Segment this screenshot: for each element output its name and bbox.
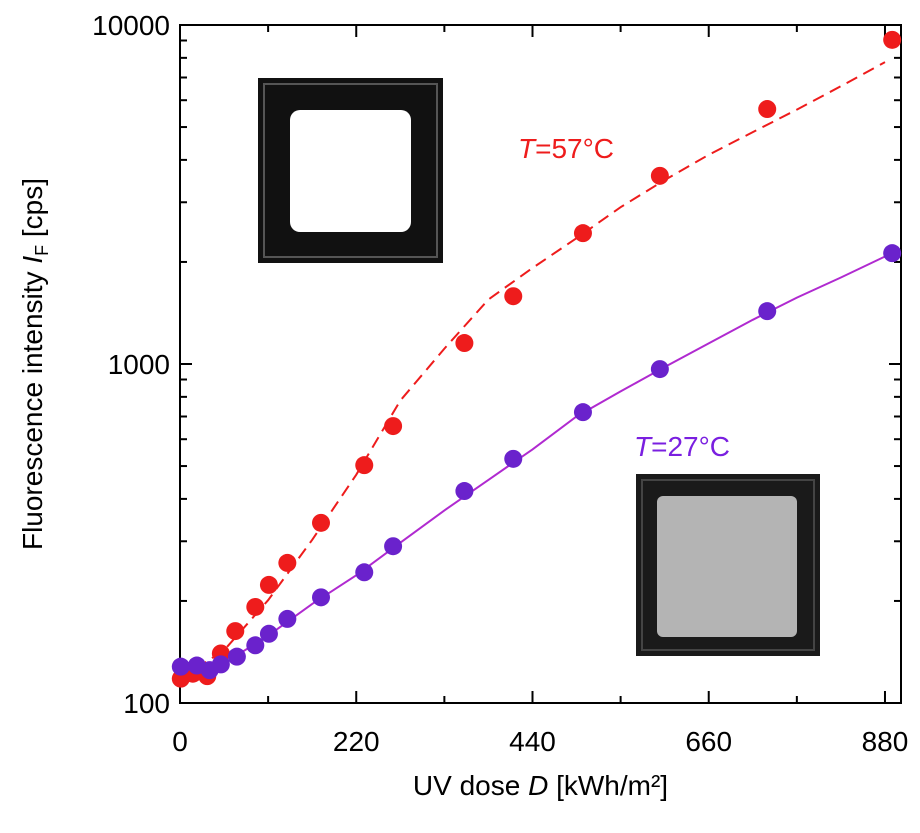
data-point: [504, 450, 522, 468]
x-axis-label-part: D: [528, 770, 548, 801]
data-point: [226, 622, 244, 640]
chart: 100 1000 10000 0 220 440 660 880 UV dose D [kWh/…: [0, 0, 920, 828]
x-tick-label: 440: [509, 726, 556, 757]
data-point: [651, 167, 669, 185]
data-point: [455, 334, 473, 352]
data-point: [651, 360, 669, 378]
y-tick-label: 10000: [92, 10, 170, 41]
data-point: [384, 417, 402, 435]
x-tick-label: 220: [333, 726, 380, 757]
data-point: [172, 658, 190, 676]
data-point: [312, 588, 330, 606]
y-tick-label: 100: [123, 688, 170, 719]
x-tick-label: 660: [685, 726, 732, 757]
x-axis-label-part: [kWh/m²]: [548, 770, 668, 801]
y-axis-label-part: F: [32, 245, 52, 256]
y-axis-label: Fluorescence intensity IF [cps]: [17, 178, 52, 550]
data-point: [355, 563, 373, 581]
data-point: [260, 576, 278, 594]
data-point: [355, 456, 373, 474]
data-point: [883, 244, 901, 262]
x-axis-label: UV dose D [kWh/m²]: [413, 770, 668, 801]
x-tick-label: 880: [862, 726, 909, 757]
y-tick-label: 1000: [108, 349, 170, 380]
data-point: [883, 31, 901, 49]
data-point: [212, 655, 230, 673]
data-point: [504, 287, 522, 305]
inset-square: [657, 496, 797, 637]
inset-square: [290, 110, 411, 232]
x-tick-label: 0: [172, 726, 188, 757]
data-point: [758, 302, 776, 320]
data-point: [312, 514, 330, 532]
y-axis-label-part: [cps]: [17, 178, 48, 245]
annotation: T=27°C: [634, 431, 730, 462]
data-point: [758, 100, 776, 118]
data-point: [574, 224, 592, 242]
data-point: [278, 554, 296, 572]
data-point: [260, 625, 278, 643]
x-axis-label-part: UV dose: [413, 770, 528, 801]
annotation: T=57°C: [518, 133, 614, 164]
data-point: [246, 598, 264, 616]
data-point: [574, 403, 592, 421]
annotation-text: =57°C: [535, 133, 614, 164]
data-point: [228, 648, 246, 666]
data-point: [278, 610, 296, 628]
data-point: [384, 537, 402, 555]
y-axis-label-part: Fluorescence intensity: [17, 264, 48, 550]
annotation-text: =27°C: [651, 431, 730, 462]
data-point: [455, 482, 473, 500]
